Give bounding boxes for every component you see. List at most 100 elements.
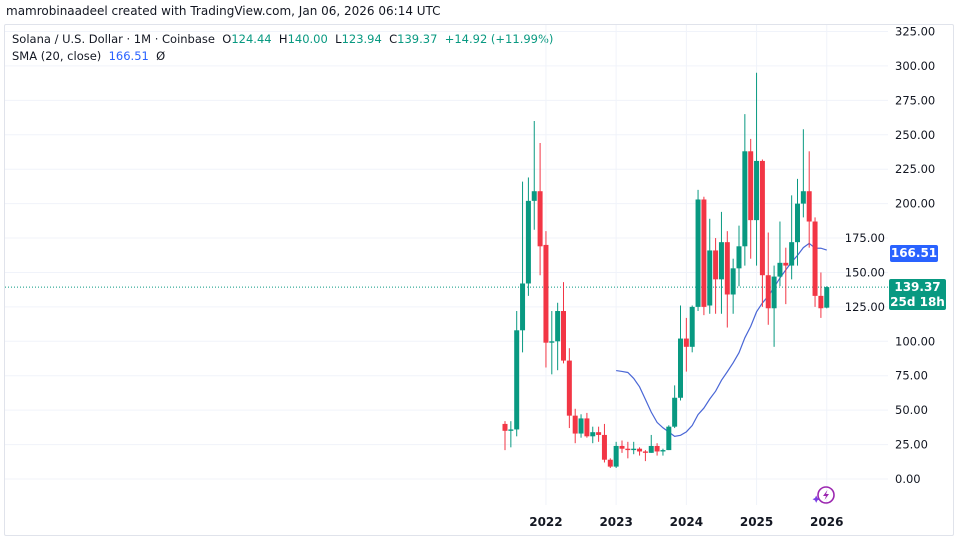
candle-body — [742, 151, 748, 247]
sma-legend-row[interactable]: SMA (20, close) 166.51 Ø — [12, 48, 553, 65]
candle-body — [525, 200, 531, 284]
candle-body — [689, 306, 695, 347]
candle-body — [678, 338, 683, 398]
chart-legend: Solana / U.S. Dollar · 1M · Coinbase O12… — [12, 31, 553, 65]
candle-body — [561, 311, 566, 361]
y-tick-label: 50.00 — [895, 403, 928, 417]
candle-body — [748, 151, 754, 221]
close-label: C — [389, 32, 398, 46]
candle-body — [759, 160, 765, 276]
candle — [648, 434, 654, 453]
candle — [701, 196, 707, 316]
x-tick-label: 2025 — [740, 515, 773, 529]
candle — [619, 440, 625, 453]
candle — [683, 317, 689, 372]
candle — [543, 231, 549, 368]
y-tick-label: 200.00 — [895, 197, 935, 211]
candle — [730, 258, 736, 314]
candle-body — [625, 448, 631, 451]
symbol-legend-row[interactable]: Solana / U.S. Dollar · 1M · Coinbase O12… — [12, 31, 553, 48]
y-tick-label: 25.00 — [895, 438, 928, 452]
sma-price-tag: 166.51 — [890, 245, 938, 262]
candle — [601, 423, 607, 463]
candle-body — [806, 191, 812, 222]
candle — [742, 114, 748, 266]
candle-body — [701, 199, 707, 307]
candle-body — [824, 287, 830, 308]
candle-body — [654, 445, 660, 452]
close-value: 139.37 — [397, 32, 438, 46]
candle — [584, 412, 590, 438]
chart-credit: mamrobinaadeel created with TradingView.… — [6, 4, 441, 18]
candle-body — [789, 242, 795, 266]
y-tick-label: 125.00 — [845, 300, 885, 314]
last-price-tag: 139.37 25d 18h — [889, 279, 946, 310]
candle-body — [666, 426, 672, 451]
candle-body — [531, 191, 537, 201]
tradingview-lightning-icon[interactable] — [812, 486, 835, 504]
candle-body — [601, 434, 607, 460]
candle-body — [713, 250, 719, 280]
candle — [590, 426, 596, 444]
candle-body — [537, 191, 543, 247]
candle-body — [800, 191, 806, 204]
candle — [607, 458, 613, 468]
candle — [736, 225, 742, 287]
candle — [525, 177, 531, 296]
candle — [654, 443, 660, 456]
candle-body — [812, 221, 818, 296]
candle-body — [584, 418, 590, 437]
y-tick-label: 75.00 — [895, 369, 928, 383]
candle — [642, 450, 648, 462]
low-label: L — [335, 32, 342, 46]
candle-body — [660, 450, 666, 452]
sma-label: SMA (20, close) — [12, 49, 102, 63]
candle — [596, 426, 602, 442]
candle-body — [514, 330, 520, 430]
candle — [637, 447, 643, 456]
candle-body — [578, 418, 584, 434]
candle — [707, 218, 713, 314]
candle — [531, 121, 537, 230]
high-label: H — [278, 32, 288, 46]
candle-body — [590, 432, 596, 437]
last-price: 139.37 — [894, 280, 941, 294]
candle — [572, 408, 578, 444]
candle — [631, 441, 637, 455]
candle-body — [695, 199, 701, 307]
candle-body — [642, 451, 648, 453]
x-tick-label: 2024 — [670, 515, 703, 529]
x-tick-label: 2023 — [599, 515, 632, 529]
x-tick-label: 2022 — [529, 515, 562, 529]
candle — [777, 221, 783, 287]
candle — [771, 265, 777, 347]
candle — [713, 238, 719, 314]
candle-body — [818, 295, 824, 309]
symbol-name: Solana / U.S. Dollar · 1M · Coinbase — [12, 32, 215, 46]
candle — [806, 151, 812, 248]
candle-body — [736, 246, 742, 269]
low-value: 123.94 — [341, 32, 382, 46]
candle — [783, 247, 789, 305]
candle — [613, 441, 619, 468]
x-tick-label: 2026 — [810, 515, 843, 529]
open-label: O — [222, 32, 232, 46]
open-value: 124.44 — [231, 32, 272, 46]
candle-body — [672, 397, 678, 427]
candle — [800, 129, 806, 218]
candle-body — [771, 276, 777, 309]
candle-body — [555, 311, 561, 342]
candle — [578, 414, 584, 438]
candle — [666, 425, 672, 451]
candle — [508, 421, 514, 448]
candle — [812, 217, 818, 307]
candle — [555, 302, 561, 371]
candle — [520, 181, 526, 353]
candle — [795, 178, 800, 266]
candle — [818, 272, 824, 318]
candle-body — [549, 341, 555, 343]
sma-extra: Ø — [156, 49, 166, 63]
candle — [672, 385, 678, 429]
bar-countdown: 25d 18h — [890, 295, 945, 309]
